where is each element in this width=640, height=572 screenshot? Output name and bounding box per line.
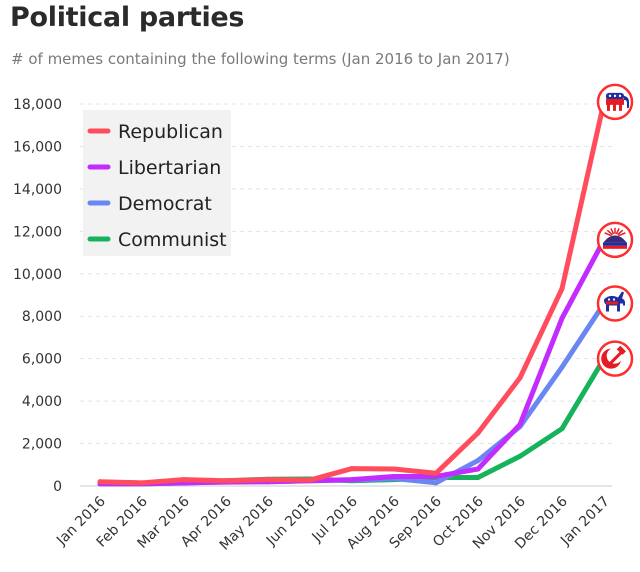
legend-box [83, 110, 231, 256]
legend-label-republican: Republican [118, 121, 223, 143]
data-point-republican [475, 430, 481, 436]
porcupine-quill [604, 232, 612, 237]
libertarian-porcupine-icon [596, 221, 634, 259]
data-point-communist [559, 426, 565, 432]
legend-label-communist: Communist [118, 229, 227, 251]
y-tick-label: 12,000 [13, 224, 62, 240]
legend-label-democrat: Democrat [118, 193, 212, 215]
y-tick-label: 14,000 [13, 182, 62, 198]
series-line-communist [97, 356, 607, 487]
donkey-star [612, 298, 616, 301]
data-point-republican [97, 479, 103, 485]
democrat-donkey-icon [596, 285, 634, 322]
data-point-libertarian [559, 315, 565, 321]
elephant-stripes [606, 98, 624, 105]
chart-subtitle: # of memes containing the following term… [11, 50, 510, 68]
y-tick-label: 2,000 [22, 437, 62, 453]
hammer-sickle-icon [596, 340, 634, 377]
data-point-democrat [559, 364, 565, 370]
elephant-star [608, 94, 612, 98]
y-tick-label: 8,000 [22, 309, 62, 325]
elephant-leg [607, 103, 610, 111]
y-tick-label: 0 [53, 479, 62, 495]
data-point-libertarian [349, 477, 355, 483]
porcupine-quill [617, 229, 624, 236]
legend-label-libertarian: Libertarian [118, 157, 221, 179]
elephant-star [613, 94, 617, 98]
y-tick-label: 10,000 [13, 267, 62, 283]
data-point-libertarian [517, 421, 523, 427]
data-point-republican [433, 470, 439, 476]
elephant-trunk [624, 95, 629, 108]
data-point-republican [139, 480, 145, 486]
data-point-republican [559, 286, 565, 292]
elephant-leg [613, 103, 616, 111]
data-point-democrat [433, 480, 439, 486]
porcupine-quill [606, 229, 613, 236]
series-line-democrat [97, 300, 607, 487]
data-point-republican [223, 478, 229, 484]
porcupine-quill [618, 232, 626, 237]
data-point-republican [307, 477, 313, 483]
porcupine-base [603, 242, 627, 246]
elephant-star [618, 94, 622, 98]
data-point-libertarian [475, 466, 481, 472]
porcupine-quill [610, 228, 615, 235]
elephant-leg [619, 103, 622, 111]
republican-elephant-icon [596, 83, 634, 121]
data-point-republican [391, 466, 397, 472]
data-point-republican [517, 375, 523, 381]
porcupine-base-stripe [603, 245, 627, 249]
chart-title: Political parties [10, 2, 245, 33]
data-point-republican [181, 477, 187, 483]
porcupine-body [603, 235, 627, 243]
y-tick-label: 16,000 [13, 139, 62, 155]
hammer-head [616, 345, 626, 355]
data-point-libertarian [391, 473, 397, 479]
y-tick-label: 18,000 [13, 97, 62, 113]
hammer-handle [605, 351, 623, 368]
donkey-stripe [606, 301, 618, 305]
data-point-communist [475, 475, 481, 481]
data-point-communist [517, 453, 523, 459]
data-point-republican [265, 477, 271, 483]
data-point-democrat [475, 458, 481, 464]
data-point-republican [349, 466, 355, 472]
porcupine-quill [615, 228, 620, 235]
donkey-star [607, 298, 611, 301]
sickle-shape [601, 348, 621, 369]
y-tick-label: 6,000 [22, 352, 62, 368]
y-tick-label: 4,000 [22, 394, 62, 410]
